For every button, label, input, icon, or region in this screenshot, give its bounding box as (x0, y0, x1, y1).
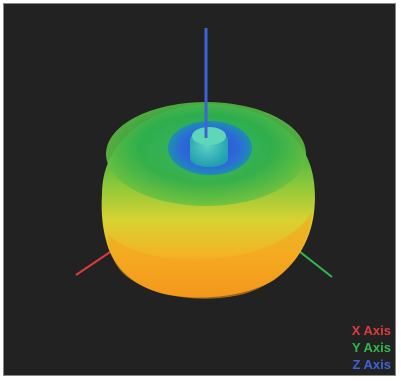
legend-z-axis: Z Axis (352, 357, 391, 372)
3d-plot-viewport-frame[interactable]: X Axis Y Axis Z Axis (3, 3, 396, 376)
legend-x-axis: X Axis (351, 323, 391, 338)
pattern-lower-rim (108, 212, 312, 299)
3d-radiation-pattern-plot[interactable] (4, 4, 396, 376)
pattern-hub-top (192, 127, 226, 145)
axis-legend: X Axis Y Axis Z Axis (352, 322, 391, 373)
legend-y-axis: Y Axis (351, 340, 391, 355)
